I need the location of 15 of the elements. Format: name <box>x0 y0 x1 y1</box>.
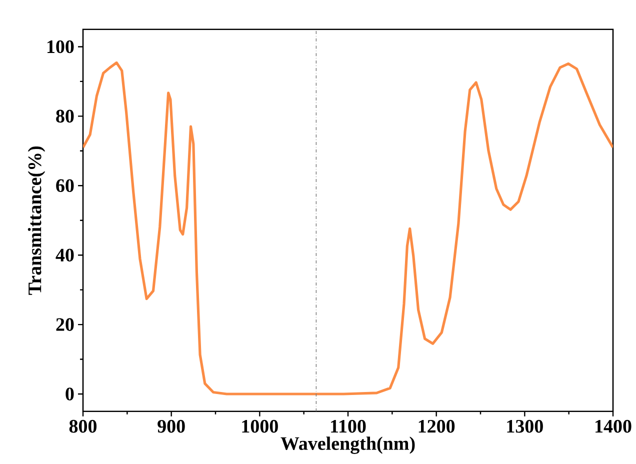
x-tick-label: 1300 <box>507 420 543 433</box>
x-tick-label: 1200 <box>418 420 455 433</box>
x-tick-label: 1100 <box>331 420 366 433</box>
y-tick-label: 0 <box>66 388 74 400</box>
x-tick-label: 900 <box>158 420 185 433</box>
x-tick-label: 1000 <box>242 420 278 433</box>
x-axis-title: Wavelength(nm) <box>280 436 415 454</box>
y-tick-label: 20 <box>56 318 74 331</box>
y-tick-label: 40 <box>56 248 74 262</box>
y-tick-label: 100 <box>47 40 74 54</box>
x-tick-label: 1400 <box>596 420 632 433</box>
y-tick-label: 60 <box>56 179 74 192</box>
x-tick-label: 800 <box>69 420 97 433</box>
y-axis-title: Transmittance(%) <box>28 146 46 295</box>
y-tick-label: 80 <box>56 110 74 123</box>
